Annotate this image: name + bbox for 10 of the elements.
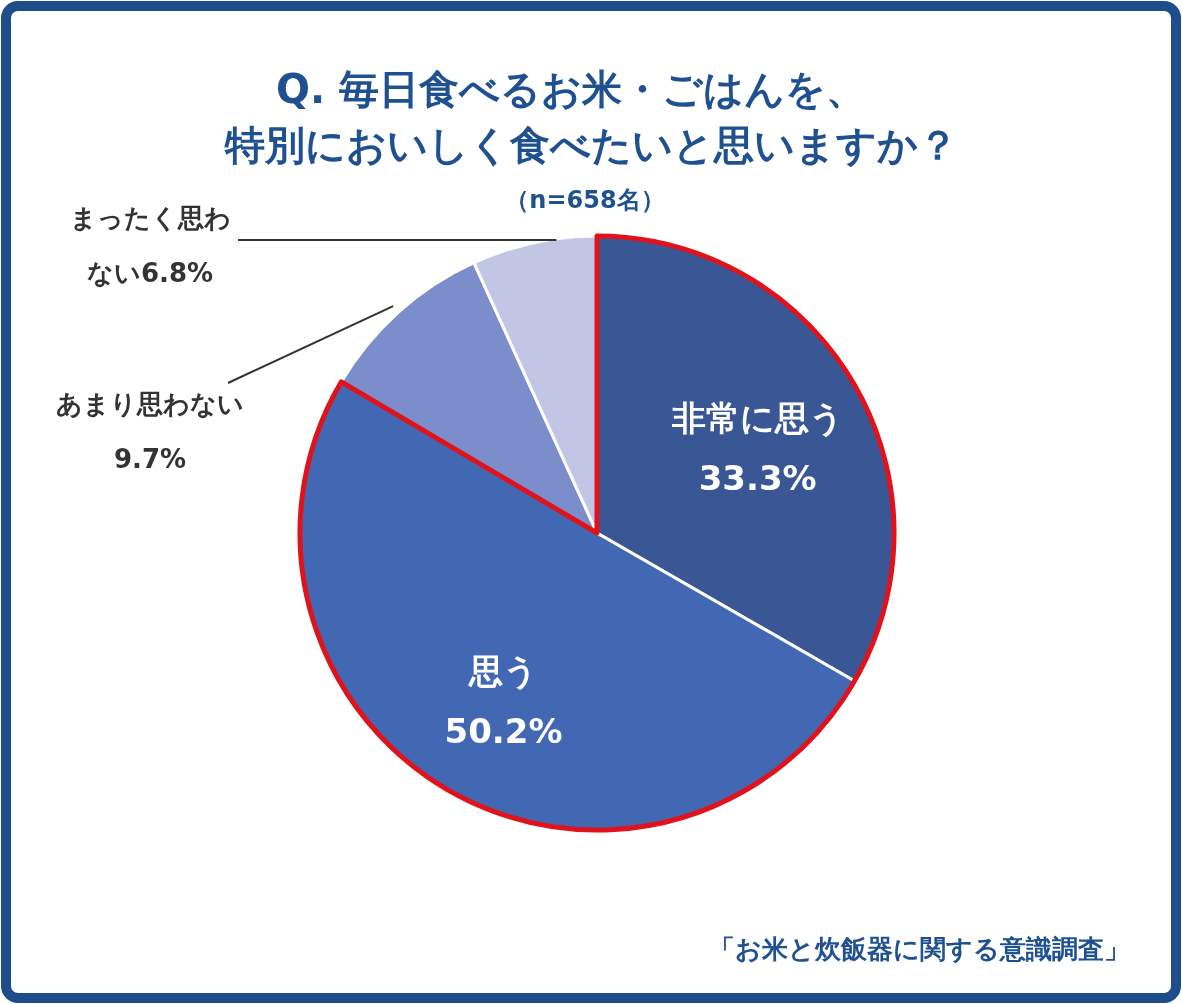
slice-label: あまり思わない <box>56 389 244 419</box>
chart-title: Q. 毎日食べるお米・ごはんを、特別においしく食べたいと思いますか？ <box>223 66 958 168</box>
data-label: 33.3% <box>698 458 817 499</box>
slice-label: まったく思わない6.8% <box>69 203 231 288</box>
slice-label: 非常に思う <box>670 398 844 439</box>
data-label: 50.2% <box>444 711 563 752</box>
chart-subtitle: （n=658名） <box>505 186 665 214</box>
text: 「お米と炊飯器に関する意識調査」 <box>709 934 1130 964</box>
data-label: 9.7% <box>113 444 187 474</box>
slice-label: 思う <box>467 651 539 692</box>
